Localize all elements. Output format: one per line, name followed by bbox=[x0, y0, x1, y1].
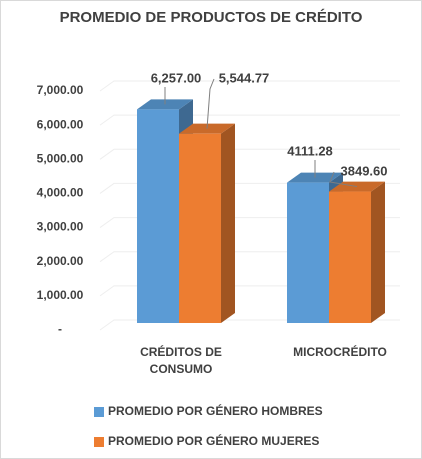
leader-line bbox=[206, 78, 215, 129]
y-tick-label: 4,000.00 bbox=[37, 186, 84, 200]
x-tick-label: MICROCRÉDITO bbox=[293, 345, 387, 359]
bar bbox=[329, 191, 371, 323]
value-label: 4111.28 bbox=[287, 143, 333, 158]
y-tick-label: - bbox=[58, 322, 62, 336]
bar bbox=[179, 133, 221, 323]
legend-label: PROMEDIO POR GÉNERO HOMBRES bbox=[108, 403, 323, 418]
bar-side bbox=[371, 181, 385, 323]
y-tick-label: 5,000.00 bbox=[37, 151, 84, 165]
grid-line bbox=[99, 114, 400, 126]
legend-swatch bbox=[94, 437, 104, 447]
grid-line bbox=[99, 80, 400, 92]
y-tick-label: 7,000.00 bbox=[37, 83, 84, 97]
legend-label: PROMEDIO POR GÉNERO MUJERES bbox=[108, 433, 319, 448]
y-tick-label: 3,000.00 bbox=[37, 220, 84, 234]
grid-line bbox=[99, 148, 400, 160]
chart-title: PROMEDIO DE PRODUCTOS DE CRÉDITO bbox=[60, 9, 363, 26]
leader-line bbox=[329, 171, 358, 188]
bar bbox=[287, 182, 329, 323]
value-label: 3849.60 bbox=[341, 163, 388, 178]
y-tick-label: 2,000.00 bbox=[37, 254, 84, 268]
value-label: 6,257.00 bbox=[151, 70, 202, 85]
bar bbox=[137, 109, 179, 324]
bar-side bbox=[221, 123, 235, 324]
x-tick-label: CRÉDITOS DE CONSUMO bbox=[140, 345, 222, 376]
value-label: 5,544.77 bbox=[219, 70, 270, 85]
legend-swatch bbox=[94, 407, 104, 417]
y-tick-label: 6,000.00 bbox=[37, 117, 84, 131]
y-tick-label: 1,000.00 bbox=[37, 288, 84, 302]
